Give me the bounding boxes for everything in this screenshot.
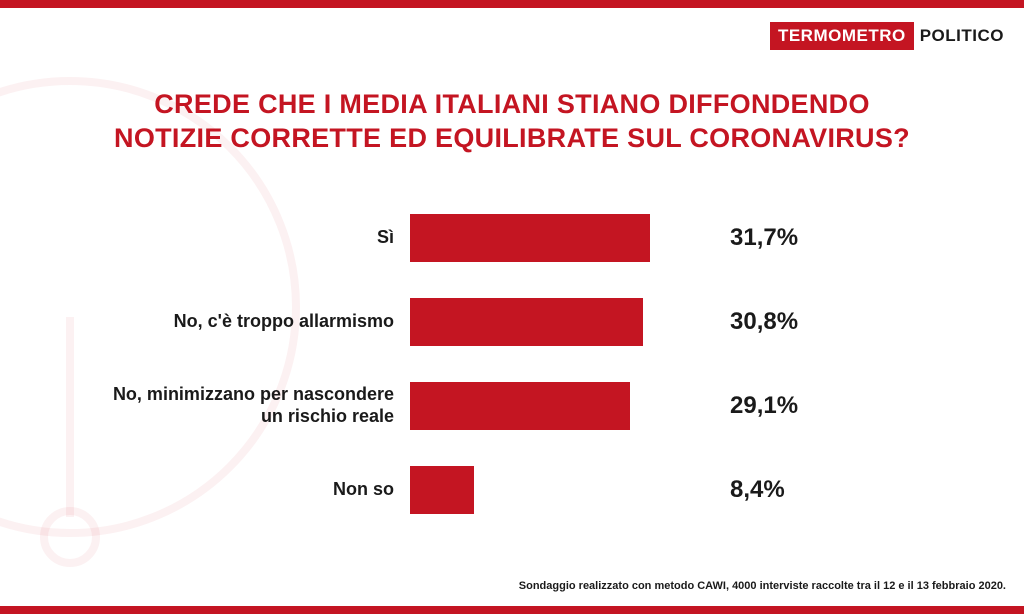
infographic-frame: TERMOMETRO POLITICO CREDE CHE I MEDIA IT… — [0, 0, 1024, 614]
bar — [410, 298, 643, 346]
bar-area — [410, 466, 700, 514]
bar-value: 29,1% — [700, 392, 850, 420]
bar-label: No, c'è troppo allarmismo — [110, 311, 410, 333]
bar-value: 31,7% — [700, 224, 850, 252]
chart-row: Non so 8,4% — [110, 460, 910, 520]
bar-label: Non so — [110, 479, 410, 501]
bar-chart: Sì31,7%No, c'è troppo allarmismo30,8%No,… — [110, 208, 910, 544]
chart-row: Sì 31,7% — [110, 208, 910, 268]
logo-part-1: TERMOMETRO — [770, 22, 914, 50]
bar-area — [410, 298, 700, 346]
footnote: Sondaggio realizzato con metodo CAWI, 40… — [519, 580, 1006, 592]
bar-label: Sì — [110, 227, 410, 249]
logo-part-2: POLITICO — [914, 22, 1008, 50]
bar-value: 30,8% — [700, 308, 850, 336]
bar — [410, 382, 630, 430]
chart-row: No, c'è troppo allarmismo 30,8% — [110, 292, 910, 352]
chart-title: CREDE CHE I MEDIA ITALIANI STIANO DIFFON… — [0, 88, 1024, 156]
bar-area — [410, 382, 700, 430]
title-line-2: NOTIZIE CORRETTE ED EQUILIBRATE SUL CORO… — [114, 123, 910, 153]
title-line-1: CREDE CHE I MEDIA ITALIANI STIANO DIFFON… — [154, 89, 870, 119]
brand-logo: TERMOMETRO POLITICO — [770, 22, 1008, 50]
bar-label: No, minimizzano per nascondere un rischi… — [110, 384, 410, 427]
bar-area — [410, 214, 700, 262]
chart-row: No, minimizzano per nascondere un rischi… — [110, 376, 910, 436]
bar-value: 8,4% — [700, 476, 850, 504]
bar — [410, 214, 650, 262]
bar — [410, 466, 474, 514]
